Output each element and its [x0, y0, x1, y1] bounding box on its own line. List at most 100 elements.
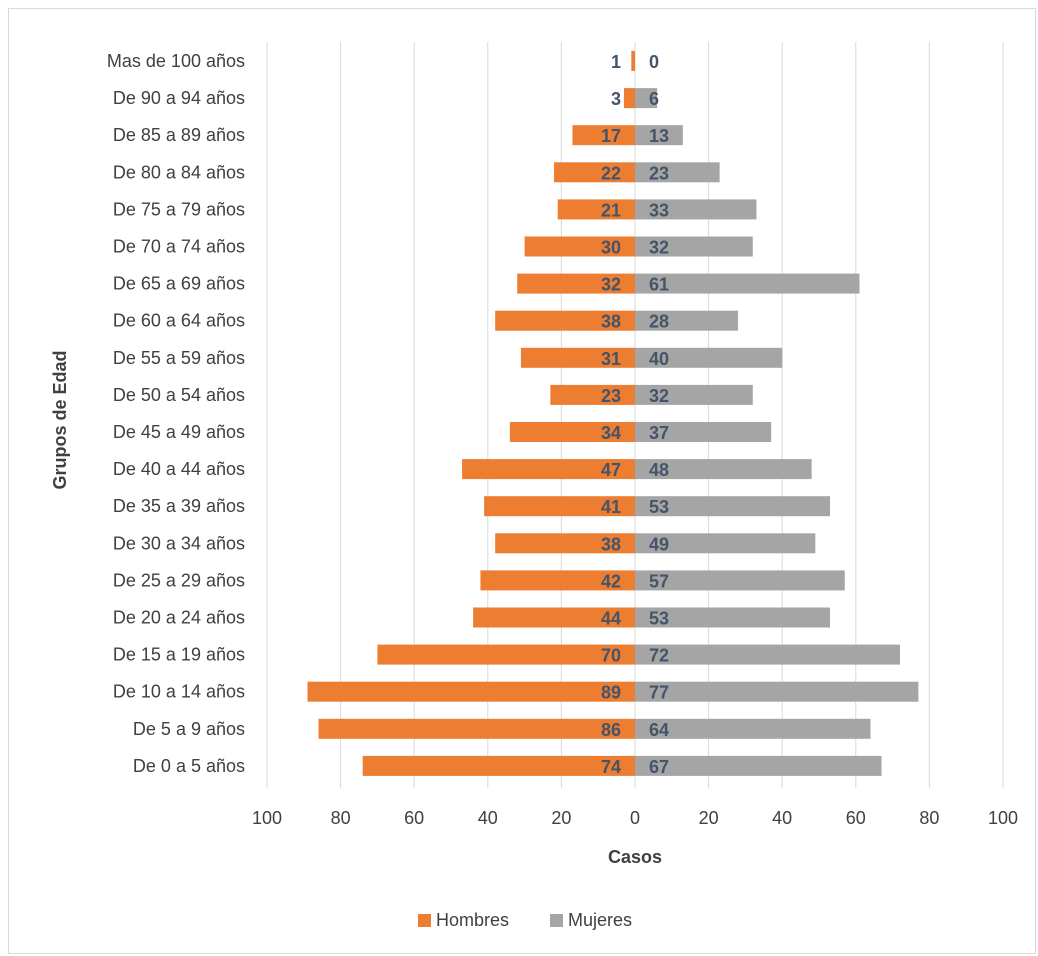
category-label-de-35-a-39-anos: De 35 a 39 años — [113, 496, 245, 516]
x-tick-label: 20 — [699, 808, 719, 828]
bar-mujeres-de-85-a-89-anos — [635, 125, 683, 146]
data-label-mujeres-de-55-a-59-anos: 40 — [649, 349, 669, 369]
category-label-de-20-a-24-anos: De 20 a 24 años — [113, 608, 245, 628]
bars — [307, 51, 919, 776]
bar-hombres-de-85-a-89-anos — [572, 125, 635, 146]
data-label-mujeres-de-65-a-69-anos: 61 — [649, 275, 669, 295]
x-tick-label: 60 — [404, 808, 424, 828]
category-label-de-75-a-79-anos: De 75 a 79 años — [113, 199, 245, 219]
data-label-hombres-de-30-a-34-anos: 38 — [601, 534, 621, 554]
data-label-hombres-de-65-a-69-anos: 32 — [601, 275, 621, 295]
data-label-hombres-de-10-a-14-anos: 89 — [601, 683, 621, 703]
category-label-mas-de-100-anos: Mas de 100 años — [107, 51, 245, 71]
data-label-mujeres-de-75-a-79-anos: 33 — [649, 200, 669, 220]
data-label-mujeres-de-10-a-14-anos: 77 — [649, 683, 669, 703]
legend: Hombres Mujeres — [418, 910, 632, 930]
data-label-hombres-de-35-a-39-anos: 41 — [601, 497, 621, 517]
bar-mujeres-de-10-a-14-anos — [635, 681, 919, 702]
x-tick-label: 100 — [988, 808, 1018, 828]
bar-mujeres-de-5-a-9-anos — [635, 718, 871, 739]
bar-hombres-de-15-a-19-anos — [377, 644, 635, 665]
category-label-de-30-a-34-anos: De 30 a 34 años — [113, 533, 245, 553]
x-tick-label: 40 — [478, 808, 498, 828]
data-label-mujeres-de-80-a-84-anos: 23 — [649, 163, 669, 183]
data-label-mujeres-de-30-a-34-anos: 49 — [649, 534, 669, 554]
data-label-hombres-de-15-a-19-anos: 70 — [601, 646, 621, 666]
bar-mujeres-de-15-a-19-anos — [635, 644, 900, 665]
category-label-de-90-a-94-anos: De 90 a 94 años — [113, 88, 245, 108]
x-tick-label: 60 — [846, 808, 866, 828]
bar-hombres-de-65-a-69-anos — [517, 273, 635, 294]
bar-mujeres-de-0-a-5-anos — [635, 755, 882, 776]
data-label-hombres-de-55-a-59-anos: 31 — [601, 349, 621, 369]
category-labels: De 0 a 5 años De 5 a 9 años De 10 a 14 año… — [107, 51, 245, 776]
bar-hombres-de-90-a-94-anos — [623, 88, 635, 109]
category-label-de-50-a-54-anos: De 50 a 54 años — [113, 385, 245, 405]
bar-hombres-de-25-a-29-anos — [480, 570, 635, 591]
bar-hombres-de-70-a-74-anos — [524, 236, 635, 257]
gridlines — [266, 42, 1004, 788]
bar-hombres-de-5-a-9-anos — [318, 718, 635, 739]
category-label-de-45-a-49-anos: De 45 a 49 años — [113, 422, 245, 442]
data-label-mujeres-de-25-a-29-anos: 57 — [649, 571, 669, 591]
data-label-mujeres-de-60-a-64-anos: 28 — [649, 312, 669, 332]
category-label-de-15-a-19-anos: De 15 a 19 años — [113, 645, 245, 665]
bar-mujeres-de-30-a-34-anos — [635, 533, 816, 554]
bar-hombres-mas-de-100-anos — [631, 51, 635, 71]
category-label-de-60-a-64-anos: De 60 a 64 años — [113, 311, 245, 331]
data-label-hombres-mas-de-100-anos: 1 — [611, 52, 621, 72]
category-label-de-0-a-5-anos: De 0 a 5 años — [133, 756, 245, 776]
data-label-hombres-de-60-a-64-anos: 38 — [601, 312, 621, 332]
category-label-de-25-a-29-anos: De 25 a 29 años — [113, 570, 245, 590]
data-label-hombres-de-85-a-89-anos: 17 — [601, 126, 621, 146]
bar-hombres-de-55-a-59-anos — [520, 347, 635, 368]
bar-hombres-de-35-a-39-anos — [484, 496, 635, 517]
bar-hombres-de-80-a-84-anos — [554, 162, 635, 183]
data-label-hombres-de-90-a-94-anos: 3 — [611, 89, 621, 109]
data-label-mujeres-de-50-a-54-anos: 32 — [649, 386, 669, 406]
bar-hombres-de-10-a-14-anos — [307, 681, 635, 702]
data-label-mujeres-de-45-a-49-anos: 37 — [649, 423, 669, 443]
data-label-mujeres-de-40-a-44-anos: 48 — [649, 460, 669, 480]
data-label-mujeres-de-0-a-5-anos: 67 — [649, 757, 669, 777]
data-label-mujeres-de-70-a-74-anos: 32 — [649, 238, 669, 258]
category-label-de-70-a-74-anos: De 70 a 74 años — [113, 237, 245, 257]
x-tick-labels: 100 80 60 40 20 0 20 40 60 80 100 — [252, 808, 1018, 828]
data-label-hombres-de-80-a-84-anos: 22 — [601, 163, 621, 183]
category-label-de-85-a-89-anos: De 85 a 89 años — [113, 125, 245, 145]
bar-hombres-de-60-a-64-anos — [495, 310, 635, 331]
x-tick-label: 80 — [919, 808, 939, 828]
x-tick-label: 0 — [630, 808, 640, 828]
category-label-de-10-a-14-anos: De 10 a 14 años — [113, 682, 245, 702]
data-label-mujeres-de-20-a-24-anos: 53 — [649, 609, 669, 629]
data-label-hombres-de-5-a-9-anos: 86 — [601, 720, 621, 740]
x-tick-label: 80 — [331, 808, 351, 828]
bar-mujeres-de-40-a-44-anos — [635, 459, 812, 480]
category-label-de-40-a-44-anos: De 40 a 44 años — [113, 459, 245, 479]
bar-hombres-de-20-a-24-anos — [473, 607, 635, 628]
bar-mujeres-de-45-a-49-anos — [635, 422, 772, 442]
bar-mujeres-de-35-a-39-anos — [635, 496, 831, 517]
data-label-hombres-de-50-a-54-anos: 23 — [601, 386, 621, 406]
data-label-mujeres-de-85-a-89-anos: 13 — [649, 126, 669, 146]
data-label-hombres-de-75-a-79-anos: 21 — [601, 200, 621, 220]
data-label-mujeres-de-90-a-94-anos: 6 — [649, 89, 659, 109]
x-tick-label: 20 — [551, 808, 571, 828]
legend-swatch-mujeres — [550, 914, 563, 927]
data-label-hombres-de-25-a-29-anos: 42 — [601, 571, 621, 591]
data-label-mujeres-de-5-a-9-anos: 64 — [649, 720, 669, 740]
bar-hombres-de-30-a-34-anos — [495, 533, 635, 554]
bar-mujeres-de-50-a-54-anos — [635, 384, 753, 405]
data-labels: 7486897044423841473423313832302122173167… — [601, 52, 669, 777]
x-tick-label: 100 — [252, 808, 282, 828]
data-label-mujeres-de-35-a-39-anos: 53 — [649, 497, 669, 517]
category-label-de-55-a-59-anos: De 55 a 59 años — [113, 348, 245, 368]
data-label-hombres-de-40-a-44-anos: 47 — [601, 460, 621, 480]
bar-mujeres-de-65-a-69-anos — [635, 273, 860, 294]
legend-swatch-hombres — [418, 914, 431, 927]
bar-mujeres-de-60-a-64-anos — [635, 310, 739, 331]
bar-hombres-de-45-a-49-anos — [509, 422, 635, 442]
bar-hombres-de-50-a-54-anos — [550, 384, 635, 405]
data-label-hombres-de-45-a-49-anos: 34 — [601, 423, 621, 443]
